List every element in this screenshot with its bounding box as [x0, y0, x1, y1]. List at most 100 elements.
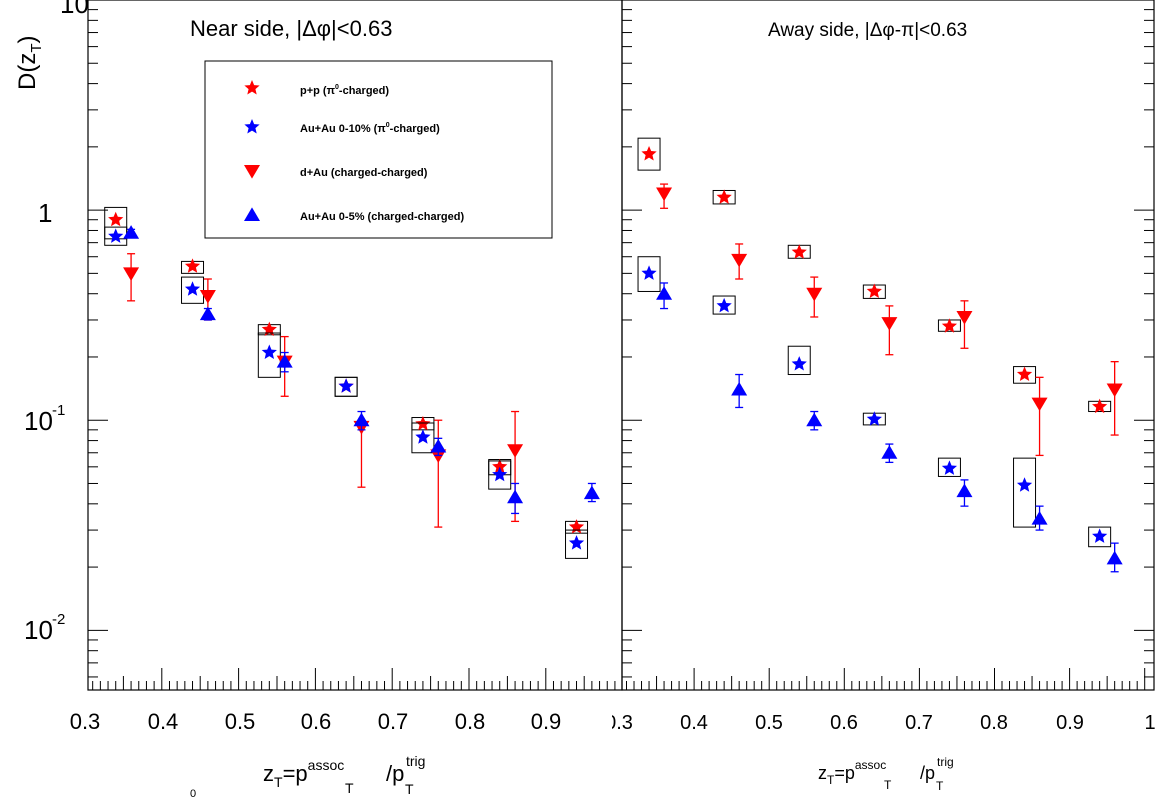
triangle-up-marker: [123, 225, 140, 239]
triangle-up-marker: [507, 489, 524, 504]
star-marker: [716, 297, 732, 313]
near-side-data: [104, 206, 600, 559]
star-marker: [415, 429, 431, 444]
triangle-down-marker: [806, 287, 823, 302]
triangle-up-marker: [353, 412, 370, 427]
star-marker: [244, 119, 260, 134]
star-marker: [641, 265, 657, 280]
star-marker: [1016, 477, 1033, 492]
svg-text:D(zT): D(zT): [14, 36, 45, 91]
triangle-down-marker: [199, 290, 216, 304]
svg-text:zT=passoc: zT=passoc: [818, 758, 886, 787]
away-x-axis-title: zT=passoc T /p trig T: [818, 755, 954, 793]
away-x-tick-labels: 0.3 0.4 0.5 0.6 0.7 0.8 0.9 1: [605, 712, 1156, 734]
star-marker: [568, 535, 585, 550]
triangle-down-marker: [656, 187, 673, 202]
legend-box: [204, 60, 553, 239]
triangle-down-marker: [244, 165, 260, 179]
star-marker: [866, 411, 882, 426]
x-tick-label: 0.3: [605, 712, 633, 734]
star-marker: [261, 344, 277, 359]
star-marker: [641, 145, 657, 161]
systematic-error-box: [1088, 526, 1112, 548]
away-side-frame: [621, 0, 1155, 691]
legend-label-auau-05: Au+Au 0-5% (charged-charged): [300, 211, 464, 223]
triangle-down-marker: [1106, 383, 1123, 398]
triangle-down-marker: [430, 449, 447, 464]
star-marker: [716, 189, 732, 204]
star-marker: [492, 458, 508, 474]
svg-text:-1: -1: [52, 402, 65, 419]
systematic-error-box: [257, 332, 281, 378]
stray-superscript: 0: [190, 788, 196, 800]
svg-text:10: 10: [24, 615, 53, 645]
legend-label-auau-010: Au+Au 0-10% (π0-charged): [300, 122, 440, 135]
triangle-up-marker: [430, 438, 447, 453]
near-x-axis-title: zT=passoc T /p trig T: [263, 753, 425, 797]
x-tick-label: 0.7: [378, 709, 409, 734]
x-tick-label: 0.8: [455, 709, 486, 734]
star-marker: [108, 228, 124, 243]
svg-text:T: T: [345, 780, 354, 796]
svg-text:T: T: [405, 781, 414, 797]
star-marker: [1092, 528, 1108, 543]
legend-label-pp: p+p (π0-charged): [300, 84, 389, 97]
triangle-up-marker: [656, 286, 673, 300]
x-tick-label: 0.8: [980, 712, 1008, 734]
systematic-error-box: [488, 460, 512, 490]
svg-text:trig: trig: [937, 755, 954, 769]
triangle-down-marker: [956, 310, 973, 325]
triangle-down-marker: [881, 317, 898, 331]
systematic-error-box: [937, 457, 961, 477]
star-marker: [492, 466, 508, 482]
star-marker: [1092, 398, 1108, 414]
svg-text:10: 10: [24, 406, 53, 436]
triangle-down-marker: [123, 267, 140, 281]
star-marker: [261, 321, 277, 337]
svg-text:T: T: [884, 778, 892, 792]
systematic-error-box: [637, 137, 661, 171]
star-marker: [184, 258, 201, 273]
triangle-down-marker: [731, 253, 748, 268]
systematic-error-box: [565, 529, 589, 559]
star-marker: [941, 460, 958, 475]
systematic-error-box: [637, 256, 661, 292]
star-marker: [791, 244, 807, 259]
systematic-error-box: [1013, 457, 1037, 528]
triangle-up-marker: [276, 354, 293, 368]
x-tick-label: 0.5: [225, 709, 256, 734]
legend-markers: [244, 80, 260, 221]
systematic-error-box: [712, 295, 736, 315]
svg-text:/p: /p: [386, 761, 404, 786]
near-x-axis-ticks: [92, 668, 616, 690]
y-tick-label-10: 10: [60, 0, 89, 19]
x-tick-label: 0.4: [148, 709, 179, 734]
triangle-up-marker: [244, 207, 260, 221]
near-x-tick-labels: 0.3 0.4 0.5 0.6 0.7 0.8 0.9: [70, 709, 562, 734]
star-marker: [108, 211, 124, 227]
legend: p+p (π0-charged) Au+Au 0-10% (π0-charged…: [204, 60, 553, 239]
triangle-up-marker: [731, 381, 748, 396]
x-tick-label: 1: [1144, 712, 1155, 734]
triangle-down-marker: [1031, 397, 1048, 412]
x-tick-label: 0.7: [905, 712, 933, 734]
triangle-up-marker: [1031, 511, 1048, 525]
away-side-title: Away side, |Δφ-π|<0.63: [768, 20, 967, 41]
x-tick-label: 0.9: [531, 709, 562, 734]
legend-label-dau: d+Au (charged-charged): [300, 167, 428, 179]
triangle-up-marker: [956, 483, 973, 498]
svg-text:T: T: [936, 779, 944, 793]
near-y-axis-ticks: [88, 0, 108, 678]
triangle-up-marker: [199, 306, 216, 321]
svg-text:-2: -2: [52, 611, 65, 628]
y-tick-label-1: 1: [38, 198, 52, 228]
near-side-title: Near side, |Δφ|<0.63: [190, 16, 392, 41]
x-tick-label: 0.5: [755, 712, 783, 734]
star-marker: [866, 283, 882, 298]
triangle-down-marker: [507, 444, 524, 458]
systematic-error-box: [411, 422, 435, 454]
x-tick-label: 0.6: [301, 709, 332, 734]
x-tick-label: 0.9: [1056, 712, 1084, 734]
x-tick-label: 0.6: [830, 712, 858, 734]
